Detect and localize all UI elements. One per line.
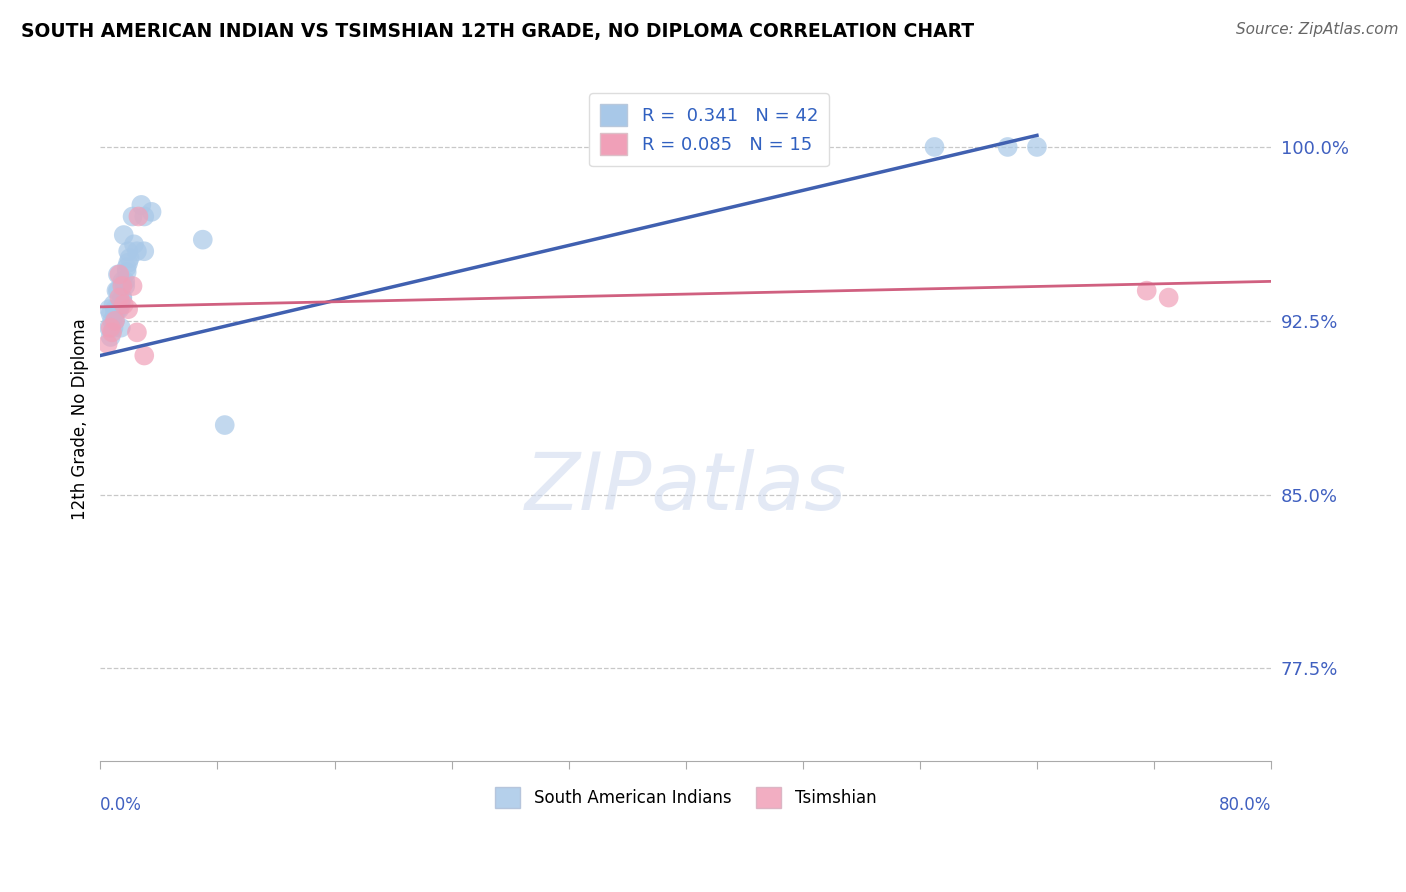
Legend: South American Indians, Tsimshian: South American Indians, Tsimshian	[489, 780, 883, 814]
Point	[602, 140, 624, 154]
Point	[101, 314, 124, 328]
Point	[997, 140, 1019, 154]
Point	[111, 291, 134, 305]
Point	[111, 279, 134, 293]
Point	[100, 330, 122, 344]
Point	[792, 140, 814, 154]
Text: Source: ZipAtlas.com: Source: ZipAtlas.com	[1236, 22, 1399, 37]
Point	[107, 284, 129, 298]
Point	[111, 291, 134, 305]
Point	[118, 251, 141, 265]
Point	[104, 307, 127, 321]
Point	[117, 302, 139, 317]
Point	[131, 198, 153, 212]
Point	[107, 268, 129, 282]
Point	[112, 227, 135, 242]
Point	[108, 268, 131, 282]
Point	[1026, 140, 1049, 154]
Point	[121, 210, 143, 224]
Point	[117, 244, 139, 259]
Point	[924, 140, 946, 154]
Point	[141, 205, 163, 219]
Point	[107, 302, 129, 317]
Point	[103, 320, 125, 334]
Point	[104, 302, 127, 317]
Point	[125, 326, 148, 340]
Point	[125, 244, 148, 259]
Point	[104, 314, 127, 328]
Text: ZIPatlas: ZIPatlas	[524, 449, 846, 526]
Point	[98, 302, 121, 317]
Text: 80.0%: 80.0%	[1219, 796, 1271, 814]
Point	[191, 233, 214, 247]
Point	[122, 237, 145, 252]
Point	[112, 297, 135, 311]
Point	[108, 302, 131, 317]
Point	[111, 274, 134, 288]
Y-axis label: 12th Grade, No Diploma: 12th Grade, No Diploma	[72, 318, 89, 520]
Text: 0.0%: 0.0%	[100, 796, 142, 814]
Point	[108, 291, 131, 305]
Point	[103, 297, 125, 311]
Point	[110, 297, 132, 311]
Point	[115, 260, 138, 275]
Point	[127, 210, 149, 224]
Point	[214, 418, 236, 433]
Point	[121, 279, 143, 293]
Point	[98, 320, 121, 334]
Point	[104, 314, 127, 328]
Point	[100, 307, 122, 321]
Point	[134, 349, 156, 363]
Point	[114, 274, 136, 288]
Point	[134, 244, 156, 259]
Point	[110, 320, 132, 334]
Point	[97, 337, 120, 351]
Point	[1157, 291, 1180, 305]
Point	[100, 320, 122, 334]
Point	[115, 265, 138, 279]
Text: SOUTH AMERICAN INDIAN VS TSIMSHIAN 12TH GRADE, NO DIPLOMA CORRELATION CHART: SOUTH AMERICAN INDIAN VS TSIMSHIAN 12TH …	[21, 22, 974, 41]
Point	[117, 256, 139, 270]
Point	[105, 284, 128, 298]
Point	[134, 210, 156, 224]
Point	[1136, 284, 1159, 298]
Point	[101, 326, 124, 340]
Point	[114, 279, 136, 293]
